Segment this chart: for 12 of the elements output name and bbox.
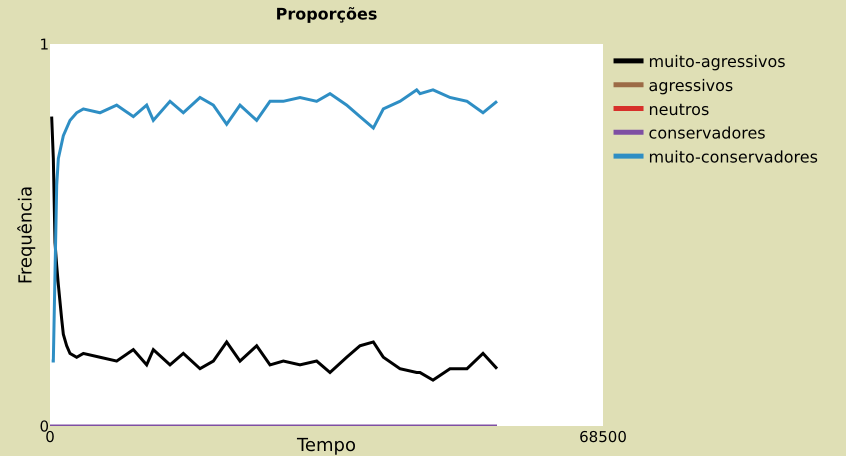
y-tick-label: 1 <box>39 35 49 54</box>
y-axis-title: Frequência <box>16 186 37 284</box>
line-series <box>50 115 499 382</box>
legend-label: conservadores <box>648 124 766 143</box>
legend-label: agressivos <box>648 76 734 95</box>
legend-label: neutros <box>648 100 710 119</box>
chart-title: Proporções <box>276 4 378 24</box>
x-axis-title: Tempo <box>296 435 356 456</box>
legend-label: muito-conservadores <box>648 147 818 166</box>
line-series <box>50 88 499 363</box>
legend-label: muito-agressivos <box>648 52 786 72</box>
x-tick-label: 68500 <box>579 428 627 446</box>
